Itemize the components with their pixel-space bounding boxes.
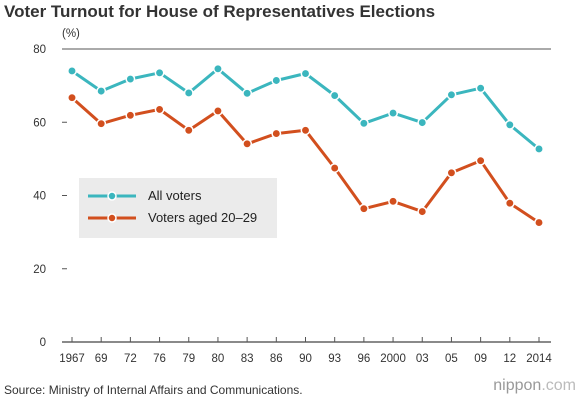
x-tick-label: 93 bbox=[328, 353, 341, 365]
legend-label-voters-aged-20-29: Voters aged 20–29 bbox=[148, 210, 257, 225]
data-point-voters-aged-20-29 bbox=[212, 105, 223, 116]
data-point-voters-aged-20-29 bbox=[242, 138, 253, 149]
chart-title: Voter Turnout for House of Representativ… bbox=[4, 2, 436, 21]
data-point-voters-aged-20-29 bbox=[300, 125, 311, 136]
y-tick-label: 40 bbox=[33, 191, 46, 203]
data-point-all-voters bbox=[534, 144, 544, 154]
x-tick-label: 1967 bbox=[59, 353, 85, 365]
x-tick-label: 12 bbox=[503, 353, 516, 365]
data-point-all-voters bbox=[446, 89, 457, 100]
x-tick-label: 96 bbox=[357, 353, 370, 365]
x-tick-label: 90 bbox=[299, 353, 312, 365]
data-point-voters-aged-20-29 bbox=[504, 198, 515, 209]
y-tick-label: 80 bbox=[33, 44, 46, 56]
x-tick-label: 76 bbox=[153, 353, 166, 365]
x-tick-label: 79 bbox=[182, 353, 195, 365]
data-point-voters-aged-20-29 bbox=[358, 203, 369, 214]
data-point-voters-aged-20-29 bbox=[125, 110, 136, 121]
legend-box bbox=[79, 178, 277, 238]
data-point-all-voters bbox=[300, 68, 311, 79]
legend-marker-voters-aged-20-29 bbox=[107, 213, 117, 223]
data-point-all-voters bbox=[504, 119, 515, 130]
x-tick-label: 05 bbox=[445, 353, 458, 365]
data-point-all-voters bbox=[183, 88, 194, 98]
y-tick-label: 60 bbox=[33, 117, 46, 129]
data-point-all-voters bbox=[125, 74, 136, 84]
data-point-voters-aged-20-29 bbox=[154, 104, 165, 115]
data-point-voters-aged-20-29 bbox=[329, 163, 340, 173]
x-tick-label: 03 bbox=[416, 353, 429, 365]
data-point-voters-aged-20-29 bbox=[183, 125, 194, 136]
data-point-all-voters bbox=[329, 90, 340, 101]
y-tick-label: 0 bbox=[40, 337, 46, 349]
series-layer bbox=[67, 63, 544, 228]
data-point-all-voters bbox=[475, 83, 486, 94]
x-tick-label: 2000 bbox=[380, 353, 406, 365]
x-tick-label: 80 bbox=[212, 353, 225, 365]
legend: All voters Voters aged 20–29 bbox=[79, 178, 277, 238]
series-all-voters bbox=[67, 63, 544, 154]
legend-label-all-voters: All voters bbox=[148, 188, 202, 203]
data-point-all-voters bbox=[96, 86, 107, 97]
legend-item-all-voters: All voters bbox=[88, 188, 202, 203]
series-voters-aged-20-29 bbox=[67, 92, 544, 228]
data-point-all-voters bbox=[388, 108, 399, 119]
source-note: Source: Ministry of Internal Affairs and… bbox=[4, 383, 303, 397]
data-point-all-voters bbox=[154, 67, 165, 78]
x-tick-label: 09 bbox=[474, 353, 487, 365]
x-axis: 1967 69 72 76 79 80 83 86 90 93 96 2000 03 05 09 12 2014 bbox=[59, 337, 552, 365]
data-point-voters-aged-20-29 bbox=[388, 196, 399, 207]
series-line-all-voters bbox=[71, 67, 540, 151]
data-point-voters-aged-20-29 bbox=[417, 206, 428, 217]
x-tick-label: 69 bbox=[95, 353, 108, 365]
x-tick-label: 72 bbox=[124, 353, 137, 365]
brand-suffix: .com bbox=[541, 377, 576, 394]
data-point-all-voters bbox=[67, 66, 77, 76]
x-tick-label: 86 bbox=[270, 353, 283, 365]
data-point-all-voters bbox=[242, 88, 253, 99]
data-point-all-voters bbox=[358, 118, 369, 129]
data-point-all-voters bbox=[212, 63, 223, 74]
data-point-voters-aged-20-29 bbox=[96, 118, 107, 129]
y-axis-unit-label: (%) bbox=[62, 28, 80, 40]
y-axis: 0 20 40 60 80 bbox=[33, 44, 551, 349]
legend-marker-all-voters bbox=[107, 191, 117, 201]
data-point-all-voters bbox=[271, 75, 282, 86]
data-point-voters-aged-20-29 bbox=[475, 155, 486, 166]
y-tick-label: 20 bbox=[33, 264, 46, 276]
data-point-voters-aged-20-29 bbox=[67, 92, 77, 103]
data-point-voters-aged-20-29 bbox=[534, 217, 544, 228]
nippon-logo: nippon.com bbox=[493, 377, 576, 395]
data-point-voters-aged-20-29 bbox=[271, 128, 282, 139]
legend-item-voters-aged-20-29: Voters aged 20–29 bbox=[88, 210, 257, 225]
brand-name: nippon bbox=[493, 377, 542, 394]
x-tick-label: 83 bbox=[241, 353, 254, 365]
data-point-all-voters bbox=[417, 117, 428, 128]
data-point-voters-aged-20-29 bbox=[446, 167, 457, 178]
x-tick-label: 2014 bbox=[526, 353, 552, 365]
